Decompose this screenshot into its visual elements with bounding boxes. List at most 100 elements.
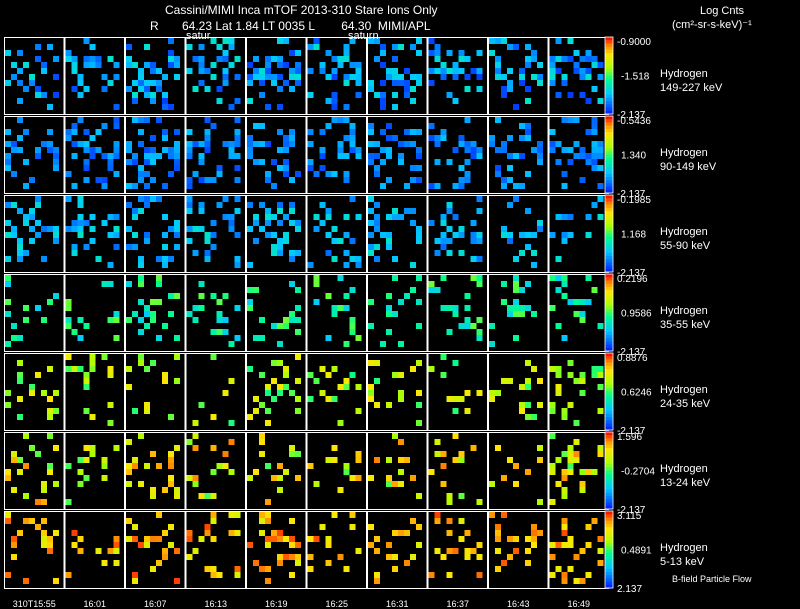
heatmap-bin <box>519 402 525 408</box>
heatmap-bin <box>464 159 471 165</box>
heatmap-bin <box>283 159 289 165</box>
heatmap-bin <box>144 536 150 542</box>
heatmap-bin <box>138 196 144 202</box>
heatmap-bin <box>476 68 483 74</box>
heatmap-bin <box>271 74 277 80</box>
heatmap-bin <box>386 457 392 463</box>
heatmap-bin <box>319 147 326 153</box>
heatmap-bin <box>71 56 78 62</box>
heatmap-bin <box>132 153 138 159</box>
image-frame <box>125 432 186 510</box>
colorbar-segment <box>605 293 613 298</box>
heatmap-bin <box>349 196 356 202</box>
heatmap-bin <box>573 439 580 445</box>
heatmap-bin <box>5 232 11 238</box>
heatmap-bin <box>386 147 392 153</box>
heatmap-bin <box>71 226 78 232</box>
heatmap-bin <box>295 317 301 323</box>
heatmap-bin <box>11 202 17 208</box>
heatmap-bin <box>228 226 235 232</box>
heatmap-bin <box>537 445 543 451</box>
heatmap-bin <box>162 147 168 153</box>
heatmap-bin <box>476 390 483 396</box>
colorbar-mid-label: 0.9586 <box>621 309 652 320</box>
heatmap-bin <box>253 141 259 147</box>
heatmap-bin <box>313 299 320 305</box>
heatmap-bin <box>289 390 295 396</box>
heatmap-bin <box>392 433 398 439</box>
image-frame <box>306 353 367 431</box>
heatmap-bin <box>17 98 23 104</box>
image-frame <box>4 274 65 352</box>
heatmap-bin <box>259 372 265 378</box>
heatmap-bin <box>295 50 301 56</box>
heatmap-bin <box>398 74 404 80</box>
heatmap-bin <box>132 214 138 220</box>
heatmap-bin <box>198 402 205 408</box>
heatmap-bin <box>277 323 283 329</box>
heatmap-bin <box>83 457 90 463</box>
heatmap-bin <box>597 196 604 202</box>
colorbar-segment <box>605 49 613 54</box>
heatmap-bin <box>380 147 386 153</box>
heatmap-bin <box>591 86 598 92</box>
heatmap-bin <box>259 226 265 232</box>
heatmap-bin <box>53 445 59 451</box>
heatmap-bin <box>428 287 435 293</box>
heatmap-bin <box>416 542 422 548</box>
heatmap-bin <box>77 226 84 232</box>
heatmap-bin <box>428 123 435 129</box>
heatmap-bin <box>174 354 180 360</box>
heatmap-bin <box>271 323 277 329</box>
heatmap-bin <box>126 62 132 68</box>
colorbar-segment <box>605 514 613 519</box>
plot-title: Cassini/MIMI Inca mTOF 2013-310 Stare Io… <box>165 3 438 17</box>
heatmap-bin <box>289 317 295 323</box>
heatmap-bin <box>313 171 320 177</box>
heatmap-bin <box>555 566 562 572</box>
heatmap-bin <box>349 475 356 481</box>
heatmap-bin <box>343 378 350 384</box>
heatmap-bin <box>374 578 380 584</box>
heatmap-bin <box>132 80 138 86</box>
heatmap-bin <box>277 360 283 366</box>
heatmap-bin <box>386 481 392 487</box>
heatmap-bin <box>531 147 537 153</box>
heatmap-bin <box>374 572 380 578</box>
heatmap-bin <box>228 147 235 153</box>
heatmap-bin <box>337 275 344 281</box>
heatmap-bin <box>77 92 84 98</box>
colorbar-segment <box>605 85 613 89</box>
heatmap-bin <box>132 572 138 578</box>
image-frame <box>4 37 65 115</box>
heatmap-bin <box>95 147 102 153</box>
heatmap-bin <box>398 390 404 396</box>
heatmap-bin <box>573 451 580 457</box>
heatmap-bin <box>555 141 562 147</box>
heatmap-bin <box>216 86 223 92</box>
heatmap-bin <box>204 232 211 238</box>
heatmap-bin <box>374 202 380 208</box>
heatmap-bin <box>192 317 199 323</box>
heatmap-bin <box>507 177 513 183</box>
heatmap-bin <box>519 183 525 189</box>
heatmap-bin <box>343 135 350 141</box>
heatmap-bin <box>495 62 501 68</box>
heatmap-bin <box>89 214 96 220</box>
heatmap-bin <box>295 226 301 232</box>
colorbar-segment <box>605 189 613 194</box>
heatmap-bin <box>113 117 120 123</box>
colorbar-segment <box>605 584 613 589</box>
heatmap-bin <box>440 451 447 457</box>
heatmap-bin <box>343 293 350 299</box>
heatmap-bin <box>138 171 144 177</box>
heatmap-bin <box>277 38 283 44</box>
heatmap-bin <box>198 56 205 62</box>
heatmap-bin <box>234 232 241 238</box>
heatmap-bin <box>277 530 283 536</box>
heatmap-bin <box>355 68 362 74</box>
colorbar-mid-label: -0.2704 <box>621 467 655 478</box>
heatmap-bin <box>150 536 156 542</box>
heatmap-bin <box>343 566 350 572</box>
colorbar-segment <box>605 539 613 544</box>
